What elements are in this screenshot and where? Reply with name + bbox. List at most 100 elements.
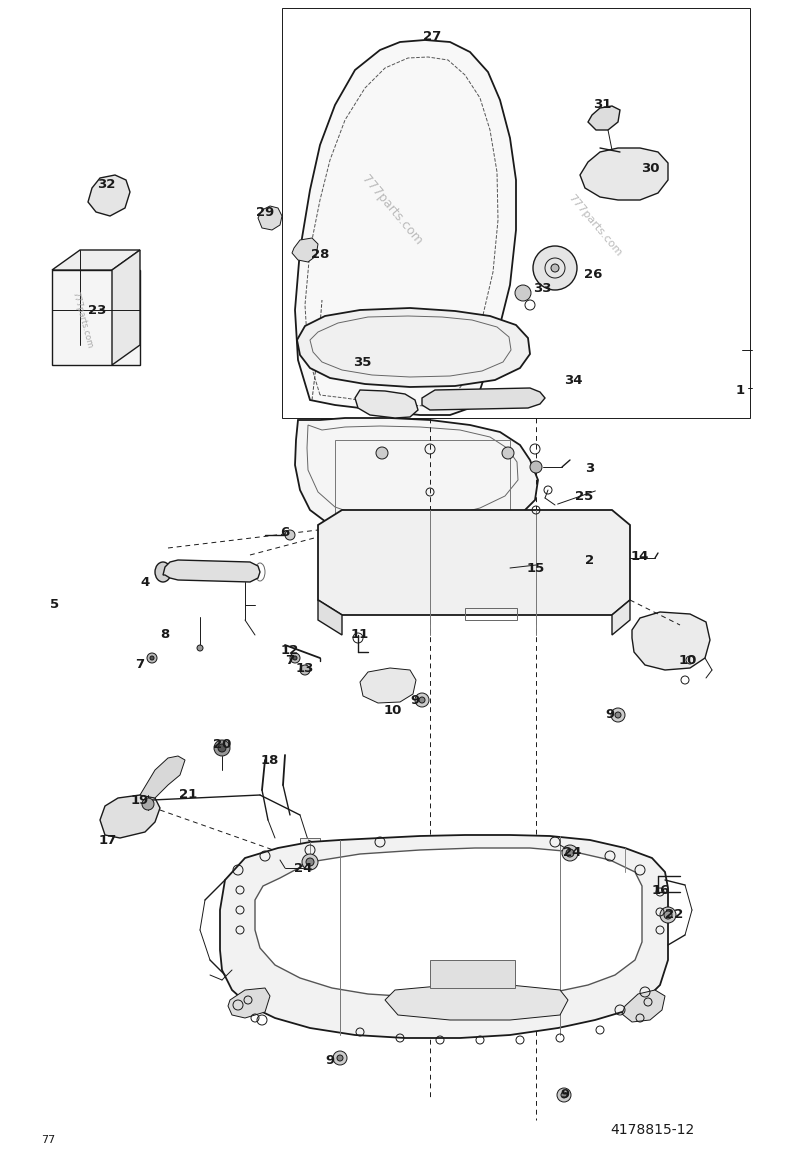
Circle shape bbox=[562, 845, 578, 861]
Circle shape bbox=[147, 653, 157, 663]
Text: 35: 35 bbox=[353, 355, 371, 368]
Polygon shape bbox=[612, 600, 630, 635]
Circle shape bbox=[218, 744, 226, 752]
Text: 32: 32 bbox=[97, 178, 115, 191]
Circle shape bbox=[515, 285, 531, 301]
Polygon shape bbox=[360, 668, 416, 703]
Polygon shape bbox=[297, 308, 530, 387]
Text: 23: 23 bbox=[88, 304, 106, 316]
Text: 29: 29 bbox=[256, 206, 274, 219]
Circle shape bbox=[337, 1055, 343, 1061]
Circle shape bbox=[551, 264, 559, 272]
Text: 13: 13 bbox=[296, 661, 314, 675]
Bar bbox=[465, 608, 517, 620]
Text: 777parts.com: 777parts.com bbox=[359, 172, 425, 247]
Polygon shape bbox=[355, 390, 418, 418]
Text: 22: 22 bbox=[665, 908, 683, 921]
Text: 24: 24 bbox=[294, 861, 312, 874]
Ellipse shape bbox=[430, 541, 494, 584]
Polygon shape bbox=[318, 600, 342, 635]
Text: 19: 19 bbox=[131, 793, 149, 806]
Text: 7: 7 bbox=[286, 654, 294, 667]
Polygon shape bbox=[255, 849, 642, 999]
Circle shape bbox=[290, 653, 300, 663]
Polygon shape bbox=[622, 990, 665, 1022]
Text: 4178815-12: 4178815-12 bbox=[610, 1123, 695, 1137]
Circle shape bbox=[502, 447, 514, 459]
Circle shape bbox=[660, 907, 676, 924]
Text: 34: 34 bbox=[564, 374, 582, 387]
Text: 11: 11 bbox=[351, 628, 369, 641]
Circle shape bbox=[530, 461, 542, 473]
Text: 777parts.com: 777parts.com bbox=[566, 192, 624, 258]
Circle shape bbox=[557, 1088, 571, 1102]
Text: 16: 16 bbox=[652, 884, 670, 897]
Text: 15: 15 bbox=[527, 561, 545, 574]
Polygon shape bbox=[318, 510, 630, 615]
Circle shape bbox=[197, 645, 203, 650]
Text: 27: 27 bbox=[423, 30, 441, 43]
Circle shape bbox=[214, 740, 230, 756]
Ellipse shape bbox=[527, 554, 573, 586]
Circle shape bbox=[561, 1092, 567, 1098]
Text: 26: 26 bbox=[584, 268, 602, 281]
Text: 2: 2 bbox=[586, 553, 594, 566]
Circle shape bbox=[306, 858, 314, 866]
Text: 10: 10 bbox=[384, 703, 402, 716]
Circle shape bbox=[611, 708, 625, 722]
Bar bbox=[300, 838, 320, 856]
Text: 17: 17 bbox=[99, 833, 117, 846]
Polygon shape bbox=[228, 988, 270, 1018]
Circle shape bbox=[293, 656, 297, 660]
Circle shape bbox=[333, 1051, 347, 1065]
Circle shape bbox=[285, 530, 295, 540]
Text: 7: 7 bbox=[135, 659, 145, 672]
Polygon shape bbox=[292, 238, 318, 263]
Text: 8: 8 bbox=[160, 628, 170, 641]
Circle shape bbox=[142, 798, 154, 810]
Text: 5: 5 bbox=[50, 599, 59, 612]
Polygon shape bbox=[112, 250, 140, 364]
Polygon shape bbox=[258, 206, 282, 230]
Text: 77: 77 bbox=[41, 1134, 55, 1145]
Circle shape bbox=[615, 713, 621, 718]
Bar bbox=[282, 8, 750, 418]
Polygon shape bbox=[100, 795, 160, 838]
Text: 1: 1 bbox=[735, 383, 745, 396]
Circle shape bbox=[415, 693, 429, 707]
Text: 10: 10 bbox=[679, 654, 697, 667]
Text: 30: 30 bbox=[641, 162, 659, 175]
Polygon shape bbox=[163, 560, 260, 582]
Circle shape bbox=[664, 911, 672, 919]
Polygon shape bbox=[140, 756, 185, 798]
Text: 24: 24 bbox=[563, 845, 581, 859]
Polygon shape bbox=[295, 40, 516, 415]
Text: 9: 9 bbox=[561, 1089, 570, 1102]
Text: 3: 3 bbox=[586, 462, 594, 475]
Text: 21: 21 bbox=[179, 789, 197, 802]
Text: 20: 20 bbox=[213, 738, 231, 751]
Polygon shape bbox=[580, 148, 668, 200]
Text: 31: 31 bbox=[593, 97, 611, 110]
Circle shape bbox=[533, 246, 577, 289]
Polygon shape bbox=[295, 418, 538, 532]
Text: 33: 33 bbox=[533, 282, 551, 295]
Polygon shape bbox=[588, 105, 620, 130]
Polygon shape bbox=[632, 612, 710, 670]
Text: 777parts.com: 777parts.com bbox=[70, 291, 94, 349]
Text: 12: 12 bbox=[281, 643, 299, 656]
Circle shape bbox=[300, 665, 310, 675]
Circle shape bbox=[376, 447, 388, 459]
Text: 14: 14 bbox=[631, 551, 649, 564]
Circle shape bbox=[150, 656, 154, 660]
Circle shape bbox=[566, 849, 574, 857]
Bar bbox=[52, 270, 140, 364]
Text: 9: 9 bbox=[410, 694, 419, 707]
Polygon shape bbox=[88, 175, 130, 216]
Text: 9: 9 bbox=[326, 1054, 334, 1067]
Text: 6: 6 bbox=[280, 525, 290, 538]
Text: 28: 28 bbox=[311, 248, 329, 261]
Polygon shape bbox=[52, 250, 140, 270]
Ellipse shape bbox=[408, 909, 488, 960]
Bar bbox=[335, 440, 510, 515]
